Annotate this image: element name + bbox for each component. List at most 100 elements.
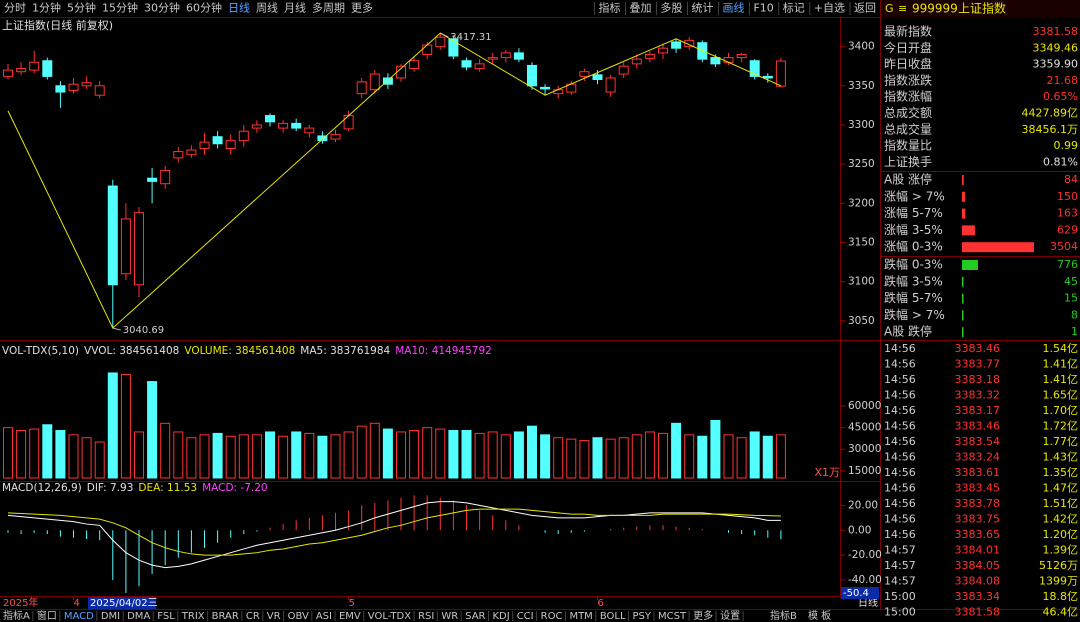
tool-button[interactable]: 叠加	[629, 2, 651, 15]
period-tab[interactable]: 分时	[4, 2, 26, 15]
candle-body	[16, 68, 27, 73]
trade-price: 3383.77	[955, 358, 1001, 371]
breadth-label: 跌幅 0-3%	[884, 257, 943, 272]
volume-bar	[251, 434, 262, 479]
indicator-tab[interactable]: MACD	[64, 611, 94, 622]
indicator-tab[interactable]: WR	[441, 611, 458, 622]
indicator-tab[interactable]: CR	[246, 611, 260, 622]
volume-bar	[212, 432, 223, 479]
candle-body	[278, 122, 289, 129]
indicator-tab[interactable]: PSY	[633, 611, 652, 622]
period-tab[interactable]: 15分钟	[102, 1, 138, 15]
indicator-tab[interactable]: VOL-TDX	[368, 611, 411, 622]
trade-volume: 1.65亿	[1043, 389, 1079, 402]
breadth-bar	[962, 293, 964, 304]
volume-bar	[710, 419, 721, 479]
volume-bar	[16, 430, 27, 479]
candle-body	[474, 63, 485, 70]
indicator-tab[interactable]: SAR	[465, 611, 485, 622]
period-tab[interactable]: 30分钟	[144, 1, 180, 15]
period-tab[interactable]: 周线	[256, 1, 278, 15]
indicator-tab[interactable]: MTM	[569, 611, 592, 622]
period-tab[interactable]: 更多	[351, 1, 373, 15]
template-tab[interactable]: 模 板	[808, 609, 831, 622]
trade-price: 3383.46	[955, 342, 1001, 355]
indicator-tab[interactable]: KDJ	[492, 611, 509, 622]
breadth-label: 跌幅 5-7%	[884, 290, 943, 305]
volume-bar	[356, 425, 367, 479]
y-tick-label: 3200	[848, 197, 875, 209]
volume-bar	[382, 428, 393, 479]
trade-price: 3383.18	[955, 373, 1001, 386]
breadth-label: 涨幅 3-5%	[884, 222, 943, 237]
volume-bar	[448, 430, 459, 479]
time-label: 6	[598, 598, 604, 609]
trade-volume: 1.72亿	[1043, 420, 1079, 433]
candle-body	[68, 83, 79, 91]
tool-button[interactable]: F10	[753, 2, 773, 15]
volume-bar	[736, 437, 747, 479]
cursor-date-bg	[88, 597, 156, 609]
indicator-tab[interactable]: 设置	[720, 610, 740, 622]
indicator-tab[interactable]: BOLL	[600, 611, 626, 622]
trade-volume: 46.4亿	[1043, 606, 1079, 619]
indicator-tab[interactable]: CCI	[517, 611, 534, 622]
tool-button[interactable]: 画线	[722, 1, 744, 15]
indicator-tab[interactable]: EMV	[339, 611, 361, 622]
volume-bar	[513, 431, 524, 479]
trade-volume: 1.20亿	[1043, 528, 1079, 541]
indicator-tab[interactable]: 窗口	[37, 609, 57, 622]
tool-button[interactable]: 统计	[691, 2, 713, 15]
quote-label: 上证换手	[884, 155, 932, 169]
period-tab[interactable]: 月线	[284, 1, 306, 15]
candle-body	[448, 38, 459, 57]
tool-button[interactable]: 标记	[783, 1, 805, 15]
breadth-bar	[962, 225, 975, 236]
y-tick-label: 20.00	[848, 499, 878, 511]
period-tab[interactable]: 多周期	[312, 1, 345, 15]
trade-time: 14:56	[884, 358, 916, 371]
indicator-tab[interactable]: 更多	[693, 609, 713, 622]
trade-price: 3383.46	[955, 420, 1001, 433]
trade-price: 3383.34	[955, 590, 1001, 603]
breadth-count: 629	[1057, 223, 1078, 236]
legend-item: MACD: -7.20	[202, 482, 268, 494]
indicator-tab[interactable]: VR	[267, 611, 281, 622]
indicator-tab[interactable]: DMI	[101, 611, 120, 622]
indicator-tab[interactable]: BRAR	[212, 611, 239, 622]
period-tab[interactable]: 日线	[228, 1, 250, 15]
volume-bar	[369, 422, 380, 479]
tool-button[interactable]: 返回	[854, 2, 876, 15]
indicator-tab[interactable]: ASI	[316, 611, 332, 622]
menu-icon[interactable]: ≡	[898, 2, 907, 15]
quote-value: 3359.90	[1033, 58, 1079, 71]
volume-bar	[723, 434, 734, 479]
indicator-tab[interactable]: ROC	[541, 611, 563, 622]
tool-button[interactable]: 多股	[660, 1, 682, 15]
trade-time: 14:56	[884, 513, 916, 526]
period-tab[interactable]: 1分钟	[32, 1, 61, 15]
indicator-tab[interactable]: TRIX	[181, 611, 205, 622]
indicator-tab[interactable]: DMA	[127, 611, 150, 622]
indicator-tab[interactable]: OBV	[288, 611, 309, 622]
breadth-count: 15	[1064, 292, 1078, 305]
candle-body	[618, 65, 629, 75]
tool-button[interactable]: +自选	[814, 2, 845, 15]
breadth-bar	[962, 208, 966, 219]
template-tab[interactable]: 指标B	[770, 609, 797, 622]
trade-price: 3381.58	[955, 606, 1001, 619]
volume-bar	[566, 438, 577, 479]
trade-price: 3383.24	[955, 451, 1001, 464]
indicator-tab[interactable]: 指标A	[3, 609, 30, 622]
breadth-label: 跌幅 > 7%	[884, 307, 945, 322]
trade-price: 3383.54	[955, 435, 1001, 448]
indicator-tab[interactable]: FSL	[157, 611, 175, 622]
trade-time: 14:56	[884, 435, 916, 448]
indicator-tab[interactable]: MCST	[658, 611, 687, 622]
tool-button[interactable]: 指标	[598, 1, 620, 15]
indicator-tab[interactable]: RSI	[418, 611, 434, 622]
volume-bar	[671, 422, 682, 479]
period-tab[interactable]: 60分钟	[186, 1, 222, 15]
period-tab[interactable]: 5分钟	[67, 1, 96, 15]
